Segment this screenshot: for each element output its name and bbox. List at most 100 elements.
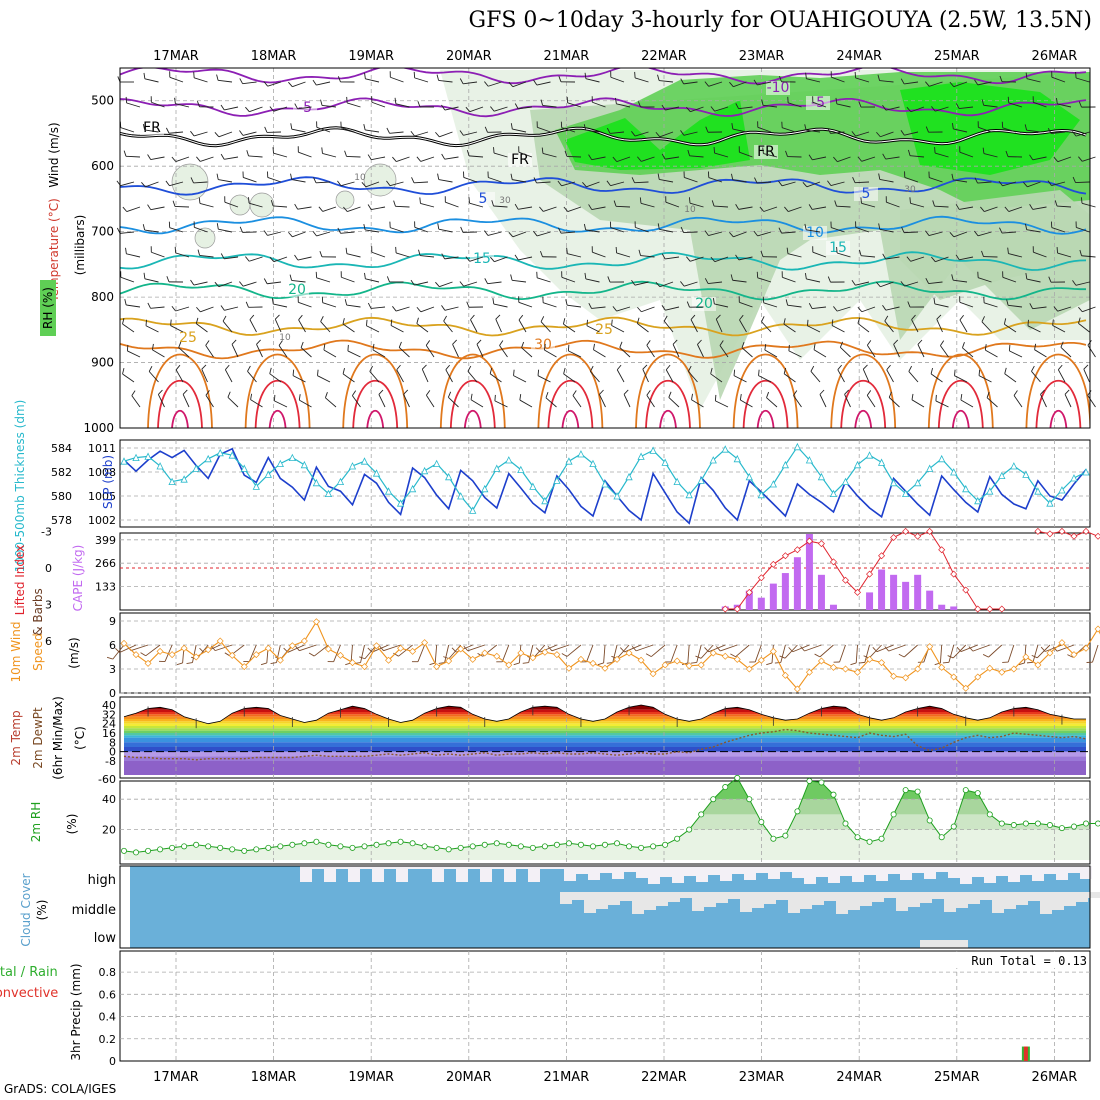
wind-barb-flag [588, 302, 592, 309]
wind-barb [463, 177, 478, 183]
high-cloud-gap [348, 866, 360, 882]
rh-contour-label: 30 [904, 185, 916, 195]
wind-barb [1033, 251, 1047, 258]
wind-barb [175, 103, 190, 108]
wind-barb-flag [290, 173, 293, 180]
wind-barb [781, 231, 796, 234]
wind-barb-flag [872, 646, 878, 652]
wind-barb-flag [759, 206, 765, 212]
rh-point [1083, 820, 1090, 827]
thickness-point [276, 459, 284, 467]
thickness-point [396, 499, 405, 507]
high-cloud-gap [552, 866, 564, 869]
wind-barb [611, 325, 625, 333]
middle-cloud-gap [596, 892, 608, 909]
wind-barb-flag [730, 653, 736, 658]
rh-point [1058, 825, 1065, 832]
wind-barb [1008, 206, 1023, 212]
wind-barb [396, 156, 410, 163]
wind-speed-point [180, 644, 188, 652]
wind-barb [879, 228, 894, 233]
wind-barb [668, 397, 680, 408]
wind-barb [634, 131, 649, 137]
isotherm-loop [1049, 409, 1068, 428]
wind-barb [322, 153, 337, 158]
wind-barb [192, 644, 197, 663]
wind-barb-flag [1072, 176, 1076, 183]
temp-frame [119, 696, 1091, 779]
wind-barb [365, 78, 380, 83]
wind-barb-flag [308, 652, 315, 657]
wind-barb [910, 106, 925, 113]
wind-barb [691, 399, 704, 408]
wind-barb [981, 321, 992, 333]
wind-barb-flag [956, 646, 962, 652]
cloud-level-label: low [94, 931, 117, 946]
wind-barb-flag [827, 276, 831, 283]
high-cloud-gap [624, 866, 636, 872]
wind-barb-flag [1048, 276, 1052, 283]
chart-title: GFS 0~10day 3-hourly for OUAHIGOUYA (2.5… [468, 8, 1093, 33]
temp-color-fill [124, 705, 1086, 775]
wind-barb-flag [907, 301, 911, 308]
cape-bar [817, 574, 825, 610]
wind-barb-flag [201, 364, 207, 370]
rh-point [710, 796, 717, 803]
wind-barb [249, 256, 263, 262]
wind-barb-flag [999, 75, 1003, 82]
wind-speed-point [962, 684, 970, 692]
isotherm-loop [352, 380, 399, 428]
wind-barb [665, 306, 680, 311]
wind-speed-point [974, 673, 982, 681]
wind-barb-flag [878, 173, 881, 180]
wind-barb-flag [638, 249, 642, 256]
rh-point [926, 817, 933, 824]
wind-barb [218, 79, 233, 83]
wind-barb-flag [735, 204, 740, 210]
thickness-point [192, 464, 200, 472]
wind-barb-flag [417, 101, 421, 108]
wind-barb-flag [857, 317, 861, 324]
wind-barb [273, 256, 288, 263]
thickness-point [228, 451, 236, 459]
wind-barb [696, 644, 702, 663]
wind-barb-flag [907, 149, 911, 156]
wind-barb-flag [680, 78, 685, 85]
isotherm-line [120, 215, 1087, 235]
wind-barb-flag [607, 276, 611, 283]
wind-barb-flag [510, 123, 513, 130]
wind-barb-flag [783, 318, 786, 325]
wind-barb [585, 229, 600, 233]
wind-barb-flag [421, 364, 427, 370]
wind-barb [792, 644, 810, 653]
wind-barb [512, 128, 527, 133]
wind-barb [715, 400, 729, 408]
rh-axis-label: RH (%) [41, 287, 55, 329]
high-cloud-gap [1008, 866, 1020, 882]
wind-barb [782, 127, 796, 133]
wind-barb [1013, 395, 1023, 408]
wind-barb-flag [278, 340, 283, 346]
wind-barb [599, 394, 606, 408]
rh-point [181, 843, 188, 850]
wind-barb-flag [661, 153, 666, 160]
wind-barb-flag [460, 226, 464, 233]
wind-barb-flag [294, 103, 299, 110]
middle-cloud-gap [632, 892, 644, 914]
isotherm-line [120, 339, 1087, 360]
lifted-index-line [1037, 530, 1100, 539]
rh-point [674, 835, 681, 842]
wind-barb-flag [495, 314, 501, 320]
rh-point [313, 838, 320, 845]
wind-barb [806, 129, 821, 133]
wind-barb [586, 325, 600, 333]
rh-point [962, 787, 969, 794]
temp-color-band [124, 723, 1086, 726]
wind-barb-flag [246, 150, 249, 157]
thickness-point [914, 478, 922, 487]
wind-barb-flag [589, 365, 594, 372]
wind-barb [953, 279, 968, 283]
wind-barb [642, 369, 649, 383]
wind-barb [1040, 394, 1047, 408]
date-label-bottom: 24MAR [836, 1070, 882, 1085]
